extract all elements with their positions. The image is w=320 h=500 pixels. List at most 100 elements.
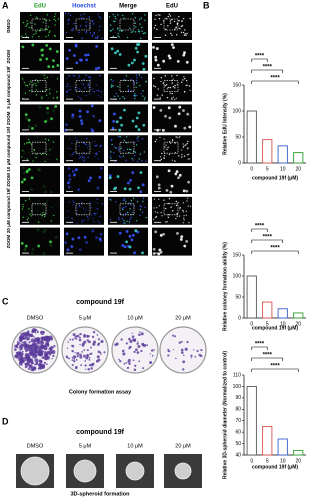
nucleus bbox=[42, 185, 46, 188]
nucleus bbox=[99, 25, 101, 27]
nucleus bbox=[38, 199, 40, 202]
nucleus bbox=[83, 151, 85, 154]
colony bbox=[194, 355, 197, 358]
nucleus bbox=[157, 183, 161, 187]
nucleus bbox=[96, 186, 100, 190]
nucleus bbox=[175, 27, 177, 29]
nucleus bbox=[64, 12, 67, 15]
nucleus bbox=[96, 202, 99, 204]
colony bbox=[79, 353, 82, 357]
colony bbox=[140, 332, 144, 336]
nucleus bbox=[165, 188, 169, 192]
x-tick-label: 20 bbox=[295, 166, 301, 172]
colony bbox=[90, 346, 92, 349]
colony bbox=[134, 364, 137, 367]
bar bbox=[262, 425, 273, 456]
nucleus bbox=[69, 148, 72, 150]
nucleus bbox=[79, 89, 81, 92]
nucleus bbox=[66, 85, 68, 87]
nucleus bbox=[23, 157, 26, 159]
nucleus bbox=[43, 74, 45, 76]
y-tick-label: 100 bbox=[233, 108, 242, 114]
nucleus bbox=[129, 179, 132, 182]
colony bbox=[21, 341, 24, 344]
nucleus bbox=[127, 211, 129, 214]
condition-label: 10 μM bbox=[127, 443, 143, 449]
colony bbox=[97, 338, 101, 341]
nucleus bbox=[139, 153, 142, 155]
nucleus bbox=[91, 35, 93, 37]
nucleus bbox=[47, 34, 50, 37]
nucleus bbox=[77, 236, 81, 240]
nucleus bbox=[154, 24, 157, 27]
nucleus bbox=[99, 17, 102, 20]
y-tick-label: 100 bbox=[233, 273, 242, 279]
nucleus bbox=[184, 33, 186, 35]
colony bbox=[138, 333, 141, 337]
nucleus bbox=[159, 233, 163, 237]
nucleus bbox=[141, 62, 145, 65]
nucleus bbox=[125, 230, 129, 233]
nucleus bbox=[185, 189, 189, 193]
nucleus bbox=[179, 27, 181, 30]
bar bbox=[293, 152, 304, 164]
nucleus bbox=[38, 105, 42, 109]
nucleus bbox=[42, 252, 46, 256]
x-tick-label: 0 bbox=[250, 321, 253, 327]
nucleus bbox=[96, 212, 98, 215]
nucleus bbox=[185, 60, 189, 64]
nucleus bbox=[175, 136, 177, 138]
colony bbox=[29, 356, 31, 358]
nucleus bbox=[85, 209, 87, 211]
colony bbox=[66, 347, 69, 349]
colony bbox=[66, 357, 68, 359]
nucleus bbox=[35, 83, 38, 85]
nucleus bbox=[185, 84, 187, 87]
nucleus bbox=[118, 231, 122, 235]
nucleus bbox=[72, 29, 74, 32]
colony bbox=[21, 350, 24, 353]
nucleus bbox=[121, 217, 123, 220]
nucleus bbox=[83, 79, 85, 81]
colony bbox=[23, 345, 25, 347]
nucleus bbox=[48, 91, 50, 93]
nucleus bbox=[169, 15, 172, 17]
nucleus bbox=[46, 76, 49, 79]
nucleus bbox=[35, 94, 38, 96]
colony bbox=[31, 330, 35, 334]
nucleus bbox=[21, 45, 25, 49]
colony bbox=[76, 366, 78, 368]
nucleus bbox=[78, 115, 82, 118]
nucleus bbox=[123, 219, 125, 222]
colony bbox=[90, 352, 93, 355]
colony bbox=[137, 344, 141, 348]
nucleus bbox=[83, 208, 85, 210]
nucleus bbox=[155, 139, 158, 141]
nucleus bbox=[48, 97, 50, 100]
nucleus bbox=[49, 149, 51, 151]
nucleus bbox=[183, 91, 186, 93]
nucleus bbox=[119, 98, 121, 100]
colony bbox=[136, 342, 139, 345]
colony bbox=[131, 332, 133, 334]
nucleus bbox=[114, 15, 116, 18]
nucleus bbox=[22, 166, 25, 170]
x-tick-label: 10 bbox=[280, 458, 286, 464]
nucleus bbox=[29, 213, 31, 215]
nucleus bbox=[87, 83, 89, 85]
nucleus bbox=[158, 18, 161, 20]
nucleus bbox=[35, 32, 37, 35]
nucleus bbox=[122, 222, 125, 224]
nucleus bbox=[26, 84, 29, 87]
micrograph bbox=[64, 104, 104, 133]
nucleus bbox=[136, 76, 138, 79]
colony bbox=[37, 367, 40, 370]
nucleus bbox=[178, 105, 182, 109]
nucleus bbox=[168, 13, 171, 16]
nucleus bbox=[130, 199, 133, 202]
nucleus bbox=[23, 178, 27, 181]
nucleus bbox=[166, 148, 168, 151]
nucleus bbox=[47, 65, 51, 68]
x-axis-label: compound 19f (μM) bbox=[252, 325, 298, 331]
nucleus bbox=[126, 36, 129, 39]
